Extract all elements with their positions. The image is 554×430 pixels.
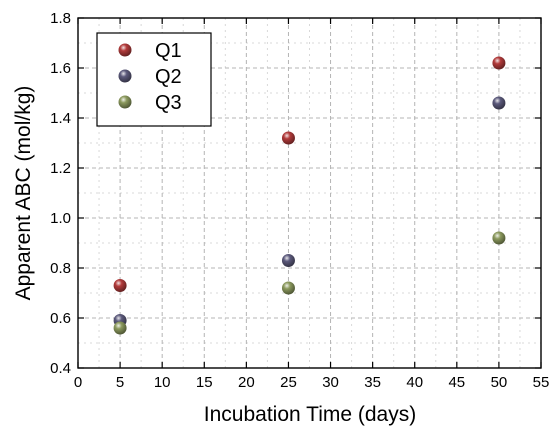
legend-marker-q3 [118,95,132,109]
data-point-q2 [281,254,295,267]
x-tick-label: 30 [322,374,339,391]
x-tick-label: 25 [280,374,297,391]
y-axis-label: Apparent ABC (mol/kg) [12,86,35,301]
y-tick-label: 1.2 [50,160,71,177]
y-tick-label: 1.4 [50,110,71,127]
points-layer [113,56,506,335]
x-tick-label: 40 [406,374,423,391]
plot-frame [77,17,542,369]
x-tick-label: 15 [196,374,213,391]
legend: Q1 Q2 Q3 [96,32,212,127]
x-axis-label: Incubation Time (days) [204,403,416,426]
legend-label-q2: Q2 [155,66,182,88]
x-tick-label: 55 [533,374,550,391]
x-tick-label: 0 [74,374,82,391]
y-tick-label: 0.8 [50,260,71,277]
x-tick-label: 10 [154,374,171,391]
x-tick-label: 20 [238,374,255,391]
data-point-q3 [113,321,127,335]
data-point-q3 [492,231,506,245]
legend-label-q1: Q1 [155,40,182,62]
y-tick-label: 0.4 [50,360,71,377]
x-tick-label: 35 [364,374,381,391]
legend-box [96,32,212,127]
data-point-q1 [113,279,127,292]
x-tick-label: 5 [116,374,124,391]
y-tick-label: 1.0 [50,210,71,227]
data-point-q1 [492,56,506,70]
y-tick-label: 1.8 [50,10,71,27]
y-tick-label: 1.6 [50,60,71,77]
grid-layer [78,18,541,368]
legend-marker-q1 [118,43,132,57]
tick-layer: 0 5 10 15 20 25 30 35 40 45 50 55 0.4 0.6 0.8 1.0 1.2 1.4… [50,10,549,391]
data-point-q2 [492,96,506,110]
data-point-q3 [281,281,295,295]
legend-marker-q2 [118,69,132,83]
legend-label-q3: Q3 [155,92,182,114]
y-tick-label: 0.6 [50,310,71,327]
data-point-q1 [281,131,295,145]
x-tick-label: 45 [448,374,465,391]
x-tick-label: 50 [491,374,508,391]
